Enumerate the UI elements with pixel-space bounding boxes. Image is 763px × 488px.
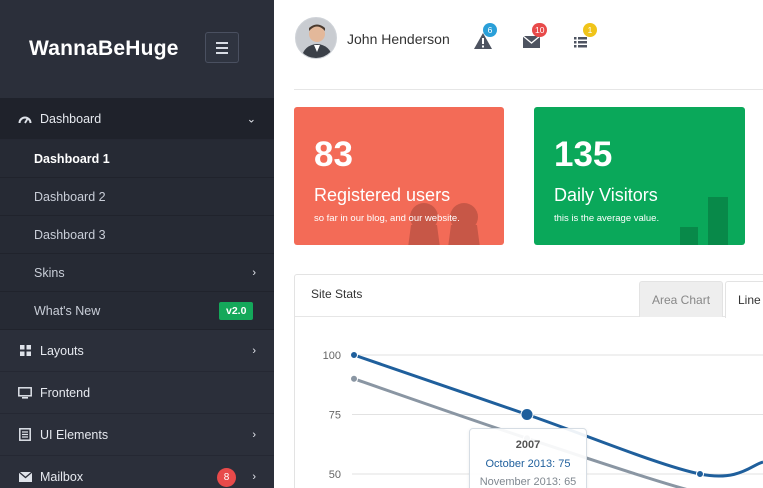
- tooltip-series-1: October 2013: 75: [485, 458, 571, 470]
- hamburger-icon: [216, 41, 228, 44]
- data-point[interactable]: [350, 351, 358, 359]
- sidebar-item-dashboard-1[interactable]: Dashboard 1: [0, 140, 274, 178]
- tasks-count-badge: 1: [583, 23, 597, 37]
- version-badge: v2.0: [219, 302, 254, 320]
- chevron-down-icon: ⌄: [246, 113, 256, 125]
- y-tick-label: 100: [323, 350, 341, 362]
- tooltip-year: 2007: [515, 439, 541, 451]
- panel-title: Site Stats: [311, 287, 363, 301]
- messages-count-badge: 10: [532, 23, 548, 37]
- list-icon: [574, 37, 587, 48]
- chevron-right-icon: ›: [252, 470, 256, 483]
- registered-users-label: Registered users: [314, 185, 451, 205]
- sidebar-item-skins[interactable]: Skins ›: [0, 254, 274, 292]
- tab-line[interactable]: Line: [725, 281, 763, 318]
- envelope-icon: [18, 470, 32, 484]
- data-point[interactable]: [696, 470, 704, 478]
- bar-chart-icon: [680, 197, 728, 245]
- top-header: John Henderson 6 10 1: [294, 0, 763, 90]
- sidebar: WannaBeHuge Dashboard ⌄ Dashboard 1 Dash…: [0, 0, 274, 488]
- registered-users-card: 83 Registered users so far in our blog, …: [294, 107, 504, 245]
- y-tick-label: 50: [329, 469, 341, 481]
- sidebar-item-whats-new[interactable]: What's New v2.0: [0, 292, 274, 330]
- sidebar-item-dashboard-2[interactable]: Dashboard 2: [0, 178, 274, 216]
- sidebar-item-ui-elements[interactable]: UI Elements ›: [0, 414, 274, 456]
- menu-toggle-button[interactable]: [205, 32, 239, 63]
- tasks-button[interactable]: 1: [573, 23, 597, 50]
- monitor-icon: [18, 386, 32, 400]
- brand-title[interactable]: WannaBeHuge: [29, 37, 179, 60]
- sidebar-item-dashboard[interactable]: Dashboard ⌄: [0, 98, 274, 140]
- sidebar-item-layouts[interactable]: Layouts ›: [0, 330, 274, 372]
- users-icon: [408, 203, 480, 245]
- grid-icon: [18, 344, 32, 358]
- daily-visitors-card: 135 Daily Visitors this is the average v…: [534, 107, 745, 245]
- y-tick-label: 75: [329, 410, 341, 422]
- data-point[interactable]: [350, 374, 358, 383]
- warning-icon: [474, 33, 492, 49]
- chevron-right-icon: ›: [252, 266, 256, 279]
- sidebar-item-dashboard-3[interactable]: Dashboard 3: [0, 216, 274, 254]
- envelope-icon: [522, 35, 541, 48]
- avatar[interactable]: [295, 17, 337, 59]
- registered-users-value: 83: [314, 135, 353, 174]
- user-name[interactable]: John Henderson: [347, 31, 450, 47]
- chevron-right-icon: ›: [252, 428, 256, 441]
- sidebar-item-label: Dashboard: [40, 111, 102, 126]
- chevron-right-icon: ›: [252, 344, 256, 357]
- messages-button[interactable]: 10: [522, 23, 548, 50]
- gauge-icon: [18, 112, 32, 126]
- brand: WannaBeHuge: [0, 0, 274, 98]
- daily-visitors-sub: this is the average value.: [554, 213, 660, 224]
- daily-visitors-value: 135: [554, 135, 613, 174]
- tab-area-chart[interactable]: Area Chart: [639, 281, 724, 317]
- data-point[interactable]: [520, 408, 534, 421]
- tooltip-series-2: November 2013: 65: [479, 476, 577, 488]
- registered-users-sub: so far in our blog, and our website.: [314, 213, 460, 224]
- panel-header: Site Stats Area Chart Line: [295, 275, 763, 318]
- book-icon: [18, 428, 32, 442]
- alerts-count-badge: 6: [483, 23, 497, 37]
- alerts-button[interactable]: 6: [473, 23, 497, 50]
- sidebar-item-frontend[interactable]: Frontend: [0, 372, 274, 414]
- mailbox-count-badge: 8: [217, 468, 236, 487]
- daily-visitors-label: Daily Visitors: [554, 185, 658, 205]
- chart-tooltip: 2007 October 2013: 75 November 2013: 65: [469, 428, 587, 488]
- sidebar-item-mailbox[interactable]: Mailbox 8 ›: [0, 456, 274, 488]
